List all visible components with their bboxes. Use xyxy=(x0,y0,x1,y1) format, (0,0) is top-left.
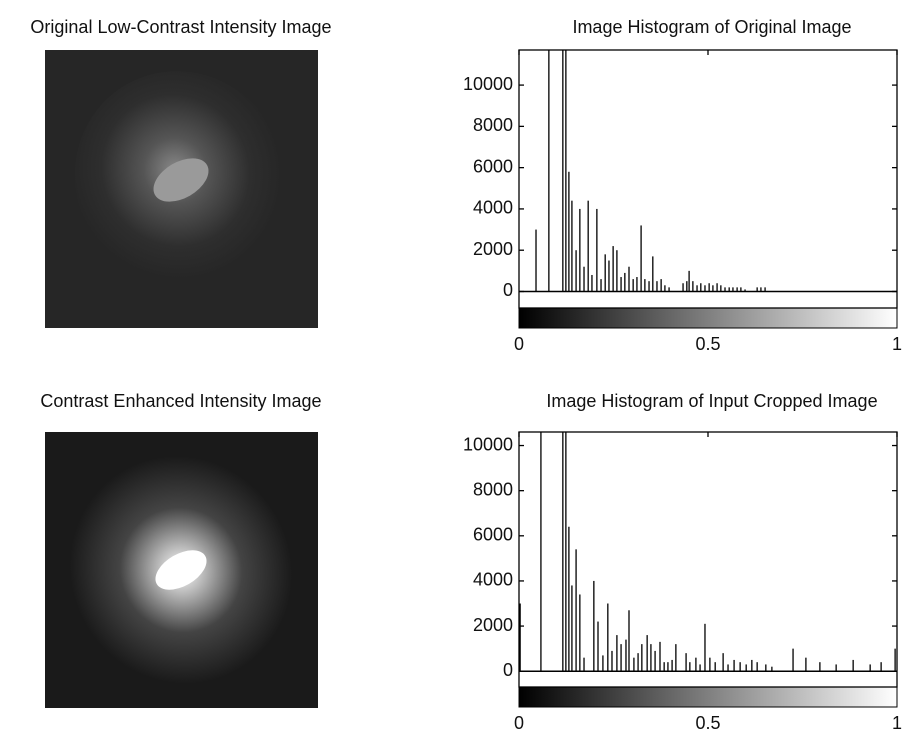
y-tick-label: 8000 xyxy=(473,479,513,499)
panel-title: Original Low-Contrast Intensity Image xyxy=(30,17,331,37)
galaxy-image xyxy=(45,50,318,328)
y-tick-label: 0 xyxy=(503,280,513,300)
y-tick-label: 6000 xyxy=(473,525,513,545)
y-tick-label: 0 xyxy=(503,660,513,680)
x-tick-label: 0.5 xyxy=(695,334,720,354)
y-tick-label: 6000 xyxy=(473,156,513,176)
y-tick-label: 10000 xyxy=(463,74,513,94)
y-tick-label: 4000 xyxy=(473,570,513,590)
y-tick-label: 8000 xyxy=(473,115,513,135)
galaxy-image xyxy=(45,432,318,708)
x-tick-label: 0.5 xyxy=(695,713,720,730)
y-tick-label: 2000 xyxy=(473,239,513,259)
chart-title: Image Histogram of Original Image xyxy=(572,17,851,37)
y-tick-label: 4000 xyxy=(473,198,513,218)
x-tick-label: 1 xyxy=(892,334,902,354)
panel-title: Contrast Enhanced Intensity Image xyxy=(40,391,321,411)
chart-title: Image Histogram of Input Cropped Image xyxy=(546,391,877,411)
colorbar xyxy=(518,686,898,708)
y-tick-label: 10000 xyxy=(463,434,513,454)
x-tick-label: 0 xyxy=(514,334,524,354)
colorbar xyxy=(518,307,898,329)
x-tick-label: 1 xyxy=(892,713,902,730)
y-tick-label: 2000 xyxy=(473,615,513,635)
x-tick-label: 0 xyxy=(514,713,524,730)
